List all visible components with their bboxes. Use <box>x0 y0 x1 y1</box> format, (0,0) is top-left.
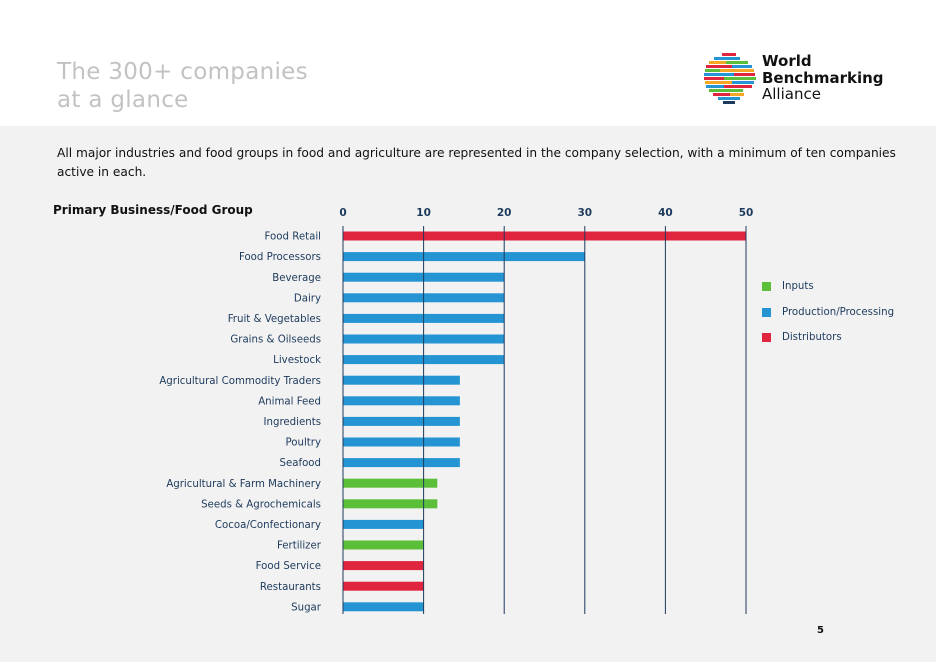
category-label: Restaurants <box>260 582 321 593</box>
legend-label: Distributors <box>782 332 842 344</box>
logo-line-2: Benchmarking <box>762 68 884 87</box>
category-label: Beverage <box>272 273 321 284</box>
bar <box>343 581 424 591</box>
x-tick-label: 30 <box>577 207 592 219</box>
page-title-line-2: at a glance <box>57 87 189 113</box>
logo-line-1: World <box>762 52 812 70</box>
bar <box>343 602 424 612</box>
category-label: Grains & Oilseeds <box>230 335 321 346</box>
legend-swatch <box>762 333 771 343</box>
category-label: Food Retail <box>265 232 321 243</box>
header-band <box>0 0 936 126</box>
x-tick-label: 10 <box>416 207 431 219</box>
page-title-line-1: The 300+ companies <box>57 59 308 85</box>
x-tick-label: 40 <box>658 207 673 219</box>
category-label: Livestock <box>273 355 321 366</box>
legend-label: Production/Processing <box>782 306 895 318</box>
category-label: Agricultural Commodity Traders <box>159 376 321 387</box>
legend-swatch <box>762 307 771 317</box>
logo-wordmark: World Benchmarking Alliance <box>762 53 884 103</box>
wba-logo: World Benchmarking Alliance <box>704 52 894 106</box>
intro-text: All major industries and food groups in … <box>57 146 896 179</box>
category-label: Animal Feed <box>258 396 321 407</box>
category-label: Sugar <box>291 602 322 613</box>
category-header: Primary Business/Food Group <box>53 203 253 217</box>
legend-swatch <box>762 282 771 292</box>
legend-label: Inputs <box>782 281 814 293</box>
bar <box>343 375 460 385</box>
page-number: 5 <box>817 625 824 636</box>
chart-legend: Inputs Production/Processing Distributors <box>762 274 894 351</box>
legend-item-distributors: Distributors <box>762 325 894 351</box>
bar <box>343 437 460 447</box>
bar <box>343 478 438 488</box>
bar <box>343 416 460 426</box>
category-label: Food Processors <box>239 252 321 263</box>
category-label: Seeds & Agrochemicals <box>201 499 321 510</box>
x-tick-label: 20 <box>497 207 512 219</box>
legend-item-inputs: Inputs <box>762 274 894 300</box>
category-label: Ingredients <box>264 417 321 428</box>
logo-line-3: Alliance <box>762 85 821 103</box>
bar <box>343 519 424 529</box>
bar <box>343 561 424 571</box>
bar <box>343 252 585 262</box>
page-title: The 300+ companies at a glance <box>57 58 308 114</box>
category-label: Dairy <box>294 293 321 304</box>
x-tick-label: 50 <box>739 207 754 219</box>
bar <box>343 231 746 241</box>
legend-item-production: Production/Processing <box>762 300 894 326</box>
category-label: Cocoa/Confectionary <box>215 520 321 531</box>
bar <box>343 396 460 406</box>
x-tick-label: 0 <box>339 207 346 219</box>
category-label: Poultry <box>285 438 321 449</box>
wba-globe-icon <box>704 53 756 104</box>
category-label: Food Service <box>256 561 321 572</box>
category-label: Seafood <box>280 458 322 469</box>
bar <box>343 540 424 550</box>
category-label: Fertilizer <box>277 541 322 552</box>
category-label: Agricultural & Farm Machinery <box>166 479 321 490</box>
bar <box>343 458 460 468</box>
category-label: Fruit & Vegetables <box>228 314 321 325</box>
bar <box>343 499 438 509</box>
